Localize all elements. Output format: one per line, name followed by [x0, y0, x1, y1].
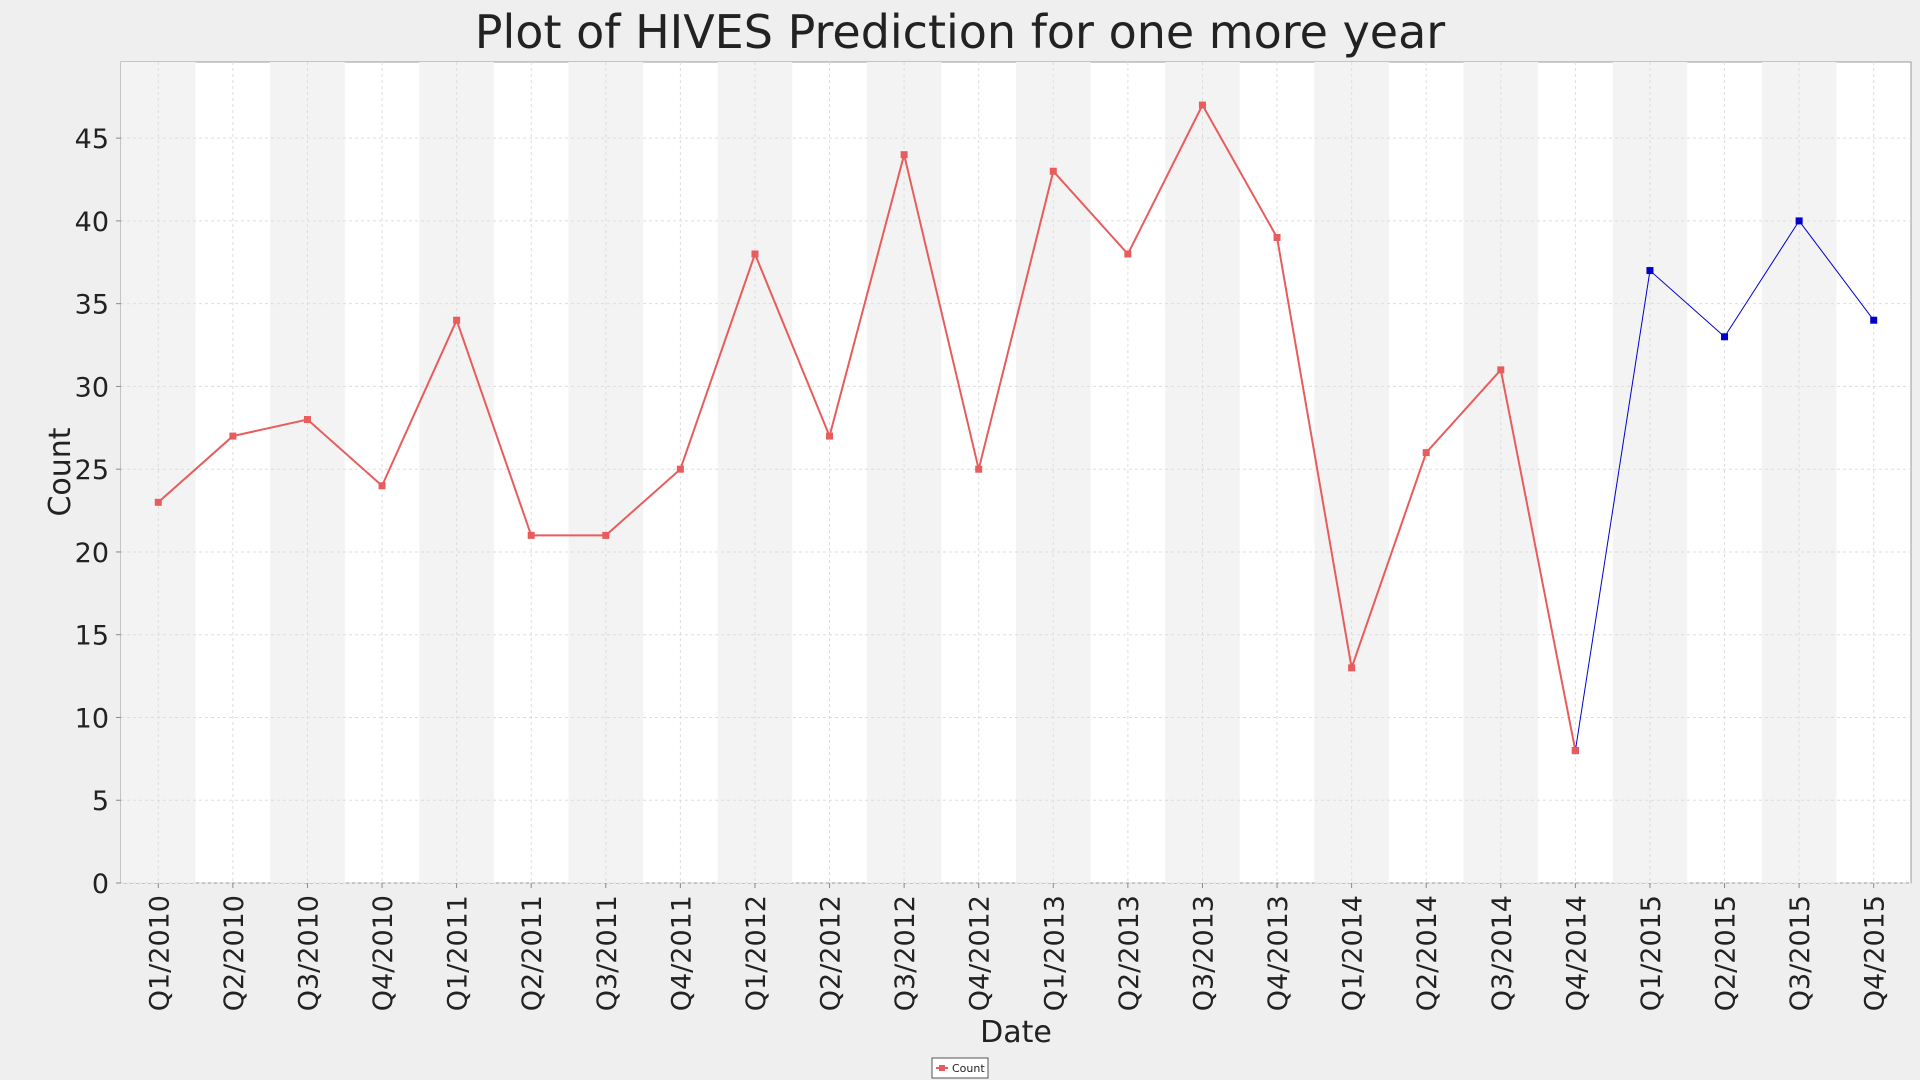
marker — [602, 531, 610, 539]
x-tick-label: Q4/2011 — [666, 895, 697, 1011]
marker — [378, 482, 386, 490]
marker — [826, 432, 834, 440]
y-tick-label: 5 — [92, 786, 109, 817]
x-tick-label: Q3/2015 — [1785, 895, 1816, 1011]
x-tick-label: Q1/2013 — [1039, 895, 1070, 1011]
marker — [527, 531, 535, 539]
x-tick-label: Q2/2015 — [1711, 895, 1742, 1011]
marker — [975, 465, 983, 473]
x-tick-label: Q1/2010 — [144, 895, 175, 1011]
marker — [1571, 747, 1579, 755]
series-line — [157, 102, 1577, 751]
marker — [303, 416, 311, 424]
legend-label: Count — [952, 1062, 985, 1075]
y-tick-label: 20 — [75, 538, 109, 569]
x-tick-label: Q3/2010 — [293, 895, 324, 1011]
x-tick-label: Q3/2014 — [1487, 895, 1518, 1011]
x-tick-label: Q2/2011 — [517, 895, 548, 1011]
x-tick-label: Q1/2015 — [1636, 895, 1667, 1011]
chart-title: Plot of HIVES Prediction for one more ye… — [475, 5, 1446, 59]
x-tick-label: Q4/2014 — [1561, 895, 1592, 1011]
y-tick-label: 45 — [75, 124, 109, 155]
marker — [154, 498, 162, 506]
y-axis-label: Count — [43, 427, 78, 516]
marker — [1049, 167, 1057, 175]
x-tick-label: Q4/2010 — [368, 895, 399, 1011]
marker — [1124, 250, 1132, 258]
x-axis-label: Date — [980, 1015, 1052, 1050]
x-tick-label: Q3/2011 — [592, 895, 623, 1011]
marker — [1198, 101, 1206, 109]
y-tick-label: 10 — [75, 703, 109, 734]
y-tick-label: 25 — [75, 455, 109, 486]
y-tick-label: 0 — [92, 869, 109, 900]
legend-box — [931, 1057, 989, 1079]
x-tick-label: Q2/2012 — [816, 895, 847, 1011]
x-tick-label: Q1/2012 — [741, 895, 772, 1011]
x-tick-label: Q2/2014 — [1412, 895, 1443, 1011]
marker — [229, 432, 237, 440]
x-tick-label: Q4/2013 — [1263, 895, 1294, 1011]
marker — [676, 465, 684, 473]
x-tick-label: Q2/2013 — [1114, 895, 1145, 1011]
marker — [453, 316, 461, 324]
marker — [1422, 449, 1430, 457]
marker — [1795, 217, 1803, 225]
y-tick-label: 30 — [75, 372, 109, 403]
marker — [1348, 664, 1356, 672]
marker — [1497, 366, 1505, 374]
marker — [751, 250, 759, 258]
x-tick-label: Q1/2011 — [443, 895, 474, 1011]
x-tick-label: Q1/2014 — [1338, 895, 1369, 1011]
x-tick-label: Q3/2012 — [890, 895, 921, 1011]
marker — [1721, 333, 1729, 341]
marker — [900, 151, 908, 159]
legend-swatch — [939, 1065, 945, 1071]
marker — [1273, 233, 1281, 241]
y-tick-label: 35 — [75, 290, 109, 321]
marker — [1646, 267, 1654, 275]
x-tick-label: Q4/2015 — [1860, 895, 1891, 1011]
y-tick-label: 15 — [75, 621, 109, 652]
y-tick-label: 40 — [75, 207, 109, 238]
x-tick-label: Q4/2012 — [965, 895, 996, 1011]
marker — [1870, 316, 1878, 324]
x-tick-label: Q2/2010 — [219, 895, 250, 1011]
x-tick-label: Q3/2013 — [1188, 895, 1219, 1011]
